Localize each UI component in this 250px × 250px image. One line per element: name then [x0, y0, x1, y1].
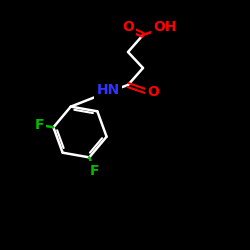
Text: F: F: [35, 118, 44, 132]
Text: O: O: [122, 20, 134, 34]
Text: HN: HN: [96, 83, 120, 97]
Text: O: O: [147, 85, 159, 99]
Text: OH: OH: [153, 20, 177, 34]
Text: F: F: [89, 164, 99, 177]
